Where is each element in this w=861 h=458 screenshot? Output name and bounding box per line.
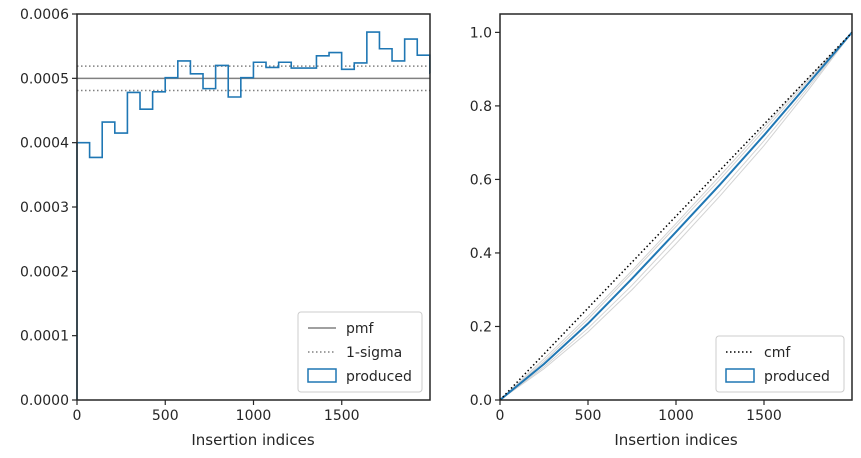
legend-label-pmf: pmf <box>346 321 375 337</box>
background-trace <box>499 32 853 401</box>
cmf-line <box>499 31 853 401</box>
y-tick-label: 0.0003 <box>20 200 69 216</box>
background-trace <box>499 32 853 401</box>
legend-swatch-produced <box>307 368 337 383</box>
y-tick-label: 0.2 <box>470 319 492 335</box>
legend-label-1-sigma: 1-sigma <box>346 345 402 361</box>
y-tick-label: 0.8 <box>470 99 492 115</box>
y-tick-label: 0.6 <box>470 172 492 188</box>
background-trace <box>499 32 853 401</box>
x-tick-label: 1500 <box>746 408 782 424</box>
x-tick-label: 1000 <box>658 408 694 424</box>
x-tick-label: 1000 <box>236 408 272 424</box>
produced-histogram <box>76 31 431 400</box>
y-tick-label: 0.0002 <box>20 264 69 280</box>
y-tick-label: 0.4 <box>470 246 492 262</box>
x-tick-label: 0 <box>73 408 82 424</box>
x-tick-label: 0 <box>496 408 505 424</box>
legend-frame <box>297 311 423 393</box>
legend-label-produced: produced <box>764 369 830 385</box>
legend-swatch-produced <box>725 368 755 383</box>
y-tick-label: 0.0 <box>470 393 492 409</box>
x-tick-label: 500 <box>152 408 179 424</box>
left-x-axis-title: Insertion indices <box>191 431 314 449</box>
y-tick-label: 1.0 <box>470 25 492 41</box>
right-panel: 0 500 1000 1500 0.0 0.2 0.4 0.6 0.8 1.0 Insertio… <box>470 13 853 449</box>
left-panel: 0 500 1000 1500 0.00000.00010.00020.00030.0… <box>20 7 431 449</box>
right-x-axis-title: Insertion indices <box>614 431 737 449</box>
y-tick-label: 0.0006 <box>20 7 69 23</box>
legend-label-produced: produced <box>346 369 412 385</box>
x-tick-label: 1500 <box>324 408 360 424</box>
right-x-ticks: 0 500 1000 1500 <box>496 400 782 424</box>
left-y-ticks: 0.0000 0.0001 0.0002 0.0003 0.0004 0.0005 0.00… <box>20 7 77 409</box>
x-tick-label: 500 <box>575 408 602 424</box>
y-tick-label: 0.0005 <box>20 71 69 87</box>
right-legend: cmf produced <box>715 335 845 393</box>
left-legend: pmf 1-sigma produced <box>297 311 423 393</box>
y-tick-label: 0.0000 <box>20 393 69 409</box>
legend-label-cmf: cmf <box>764 345 791 361</box>
y-tick-label: 0.0001 <box>20 329 69 345</box>
produced-line <box>499 31 853 401</box>
y-tick-label: 0.0004 <box>20 136 69 152</box>
right-plot-area <box>499 13 853 401</box>
legend-frame <box>715 335 845 393</box>
left-x-ticks: 0 500 1000 1500 <box>73 400 360 424</box>
background-trace <box>499 32 853 401</box>
right-y-ticks: 0.0 0.2 0.4 0.6 0.8 1.0 <box>470 25 500 409</box>
